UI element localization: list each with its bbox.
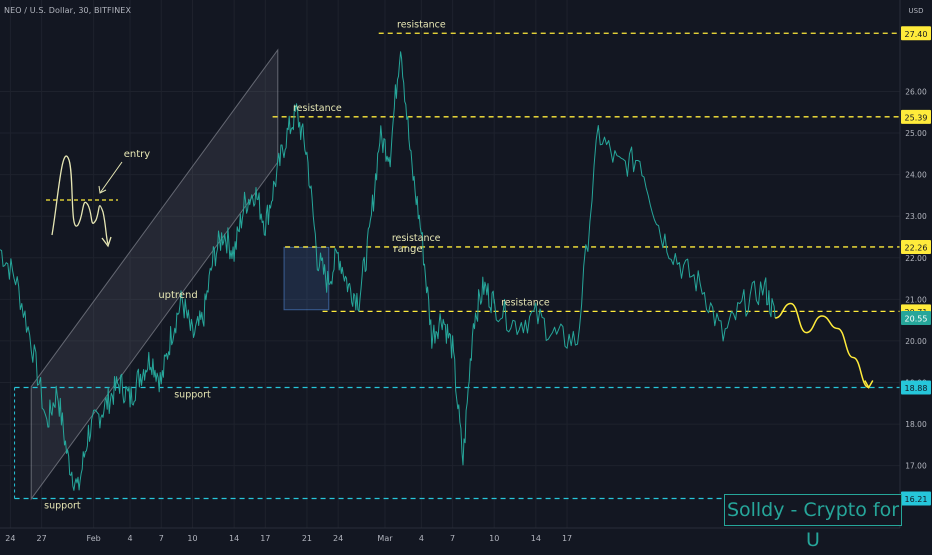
y-tick-label-1: 18.00 xyxy=(905,420,927,429)
uptrend-channel-shape xyxy=(30,48,279,501)
x-tick-label-15: 17 xyxy=(562,534,572,543)
level-label-3: resistance xyxy=(501,297,550,308)
projection-arrowhead xyxy=(864,380,874,389)
price-tag-5: 18.88 xyxy=(905,384,928,393)
level-label-4: support xyxy=(174,389,211,400)
annotation-uptrend: uptrend xyxy=(158,290,197,301)
entry-sketch-arrowhead xyxy=(101,236,112,248)
x-tick-label-4: 7 xyxy=(159,534,164,543)
y-tick-label-9: 26.00 xyxy=(905,87,927,96)
x-tick-label-6: 14 xyxy=(229,534,239,543)
price-tag-bg-4 xyxy=(901,311,931,326)
annotation-entry: entry xyxy=(124,149,151,160)
level-labels: resistance resistance resistance resistance… xyxy=(44,19,550,511)
symbol-title: NEO / U.S. Dollar, 30, BITFINEX xyxy=(4,6,132,15)
entry-pointer xyxy=(99,161,123,194)
price-tag-1: 25.39 xyxy=(905,113,928,122)
range-box-shape xyxy=(283,246,330,311)
y-tick-label-4: 21.00 xyxy=(905,295,927,304)
uptrend-channel[interactable] xyxy=(30,48,279,501)
y-tick-label-3: 20.00 xyxy=(905,337,927,346)
watermark: Solldy - Crypto for U xyxy=(724,494,902,551)
x-tick-label-9: 24 xyxy=(333,534,343,543)
price-tag-bg-1 xyxy=(901,109,931,124)
x-tick-label-5: 10 xyxy=(187,534,197,543)
price-tag-bg-0 xyxy=(901,26,931,41)
time-axis-bg xyxy=(0,528,932,550)
price-series-line-1 xyxy=(493,125,776,349)
x-tick-label-13: 10 xyxy=(489,534,499,543)
level-lines xyxy=(14,32,900,500)
axis-unit-label: USD xyxy=(909,7,924,15)
y-tick-label-7: 24.00 xyxy=(905,171,927,180)
x-tick-label-3: 4 xyxy=(128,534,133,543)
annotation-range: range xyxy=(393,244,422,255)
level-label-2: resistance xyxy=(392,233,441,244)
price-tag-0: 27.40 xyxy=(905,30,928,39)
x-tick-label-2: Feb xyxy=(87,534,101,543)
price-tag-bg-5 xyxy=(901,380,931,395)
x-tick-label-11: 4 xyxy=(419,534,424,543)
price-series-line-0 xyxy=(0,51,495,491)
x-tick-label-7: 17 xyxy=(260,534,270,543)
level-label-1: resistance xyxy=(293,103,342,114)
projection xyxy=(774,302,874,389)
price-tag-bg-6 xyxy=(901,491,931,506)
entry-sketch-curve xyxy=(51,155,109,245)
entry-sketch xyxy=(46,155,123,248)
x-tick-label-0: 24 xyxy=(5,534,15,543)
price-tag-bg-2 xyxy=(901,239,931,254)
x-tick-label-1: 27 xyxy=(37,534,47,543)
projection-path xyxy=(774,302,870,389)
price-axis-bg xyxy=(900,0,932,550)
price-tag-6: 16.21 xyxy=(905,495,928,504)
x-tick-label-8: 21 xyxy=(302,534,312,543)
range-box[interactable] xyxy=(283,246,330,311)
price-tag-4: 20.55 xyxy=(905,315,928,324)
x-tick-label-10: Mar xyxy=(377,534,393,543)
y-tick-label-8: 25.00 xyxy=(905,129,927,138)
level-label-5: support xyxy=(44,500,81,511)
level-label-0: resistance xyxy=(397,19,446,30)
y-tick-label-6: 23.00 xyxy=(905,212,927,221)
x-tick-label-14: 14 xyxy=(531,534,541,543)
price-tag-2: 22.26 xyxy=(905,243,928,252)
entry-pointer-head xyxy=(98,185,107,194)
price-series xyxy=(0,51,776,491)
grid xyxy=(0,0,900,528)
x-tick-label-12: 7 xyxy=(450,534,455,543)
y-tick-label-0: 17.00 xyxy=(905,462,927,471)
y-tick-label-5: 22.00 xyxy=(905,254,927,263)
